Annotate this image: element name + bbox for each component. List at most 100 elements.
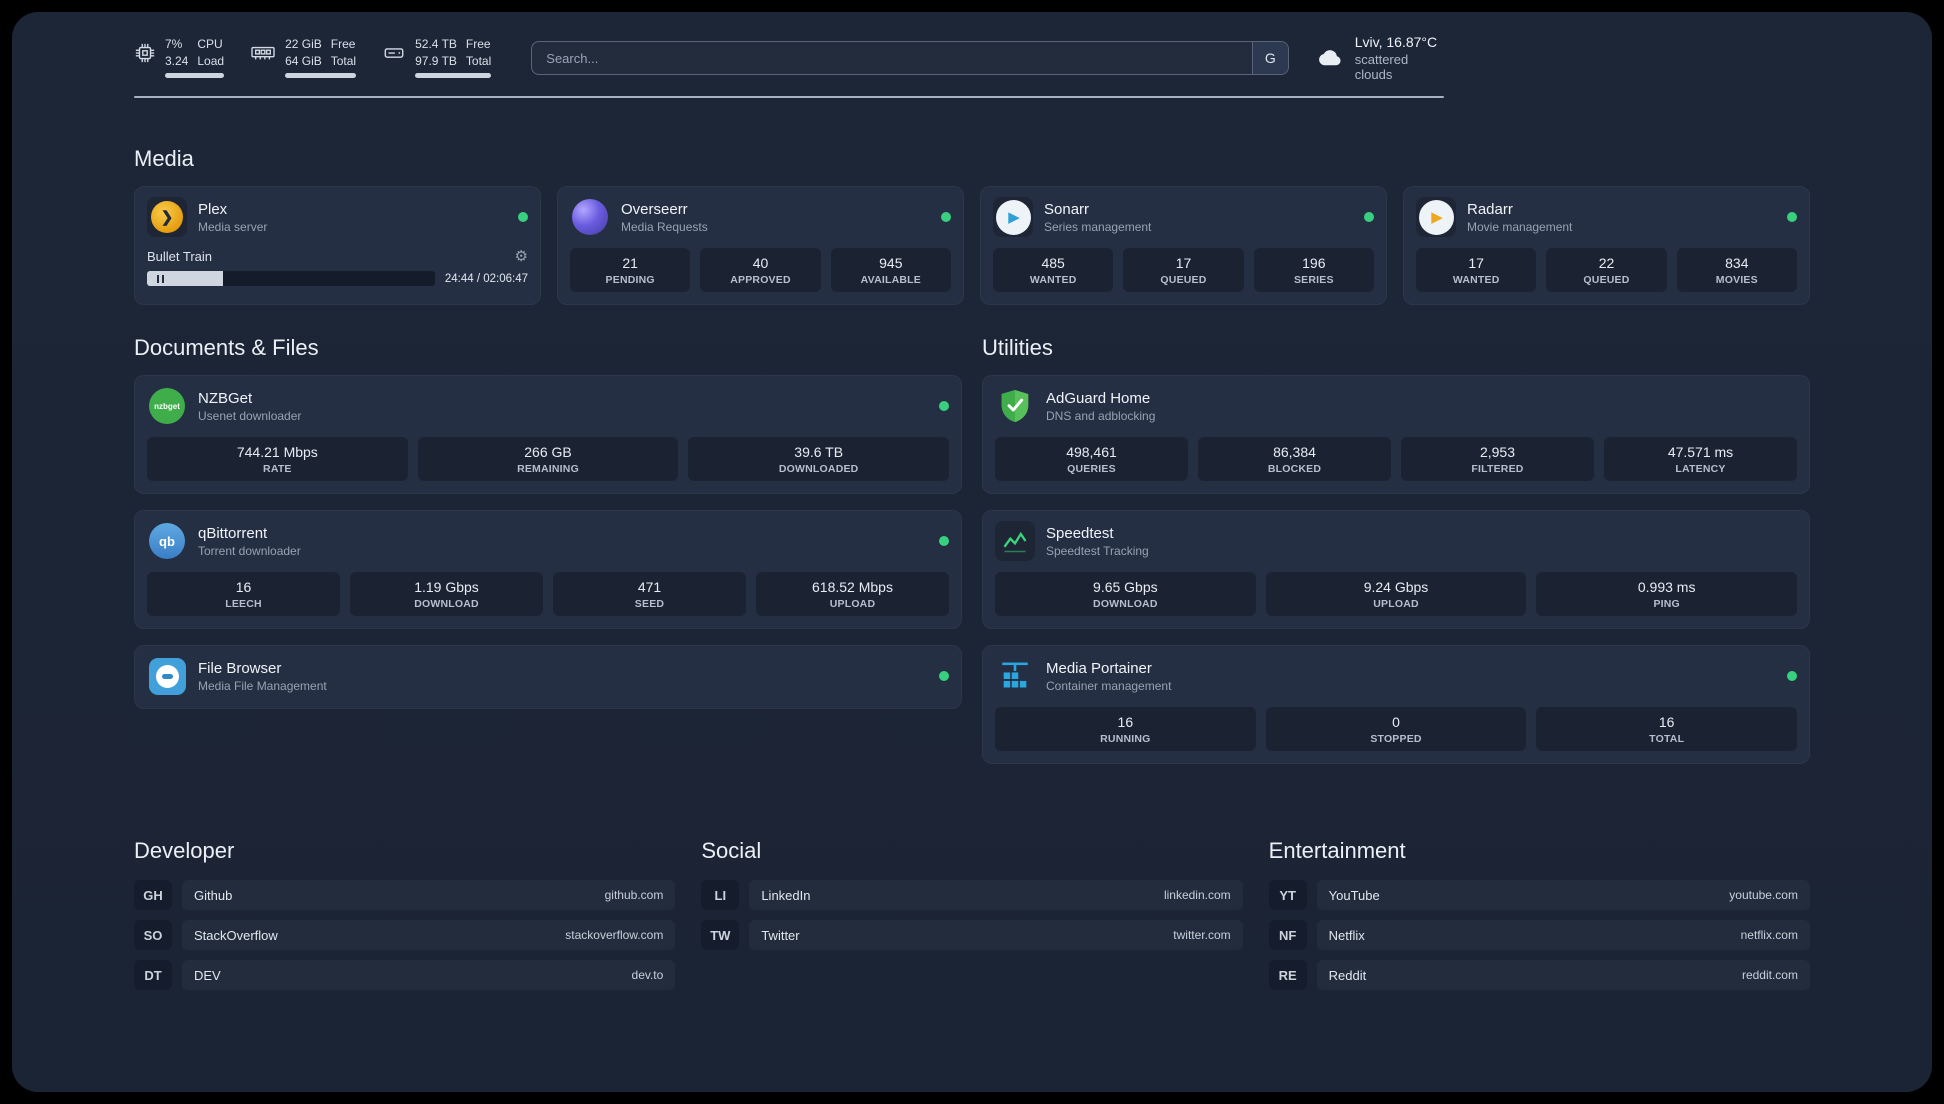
stat-value: 471	[637, 579, 662, 595]
stat-tile: 9.65 Gbps DOWNLOAD	[995, 572, 1256, 616]
nzbget-icon: nzbget	[147, 386, 187, 426]
service-card-overseerr[interactable]: Overseerr Media Requests 21 PENDING 40 A…	[557, 186, 964, 305]
stat-label: BLOCKED	[1267, 463, 1322, 475]
stat-tile: 0.993 ms PING	[1536, 572, 1798, 616]
stat-value: 485	[1041, 255, 1065, 271]
bookmark-group-social: Social LI LinkedIn linkedin.com TW Twitt…	[701, 838, 1243, 1000]
cpu-icon	[135, 43, 155, 62]
playback-progress-fill	[173, 271, 223, 286]
service-card-adguard[interactable]: AdGuard Home DNS and adblocking 498,461 …	[982, 375, 1810, 494]
bookmark-youtube[interactable]: YT YouTube youtube.com	[1268, 880, 1810, 910]
search-box: G	[531, 41, 1289, 75]
bookmark-github[interactable]: GH Github github.com	[134, 880, 676, 910]
bookmark-dev[interactable]: DT DEV dev.to	[134, 960, 676, 990]
stat-label: UPLOAD	[829, 598, 876, 610]
stat-value: 16	[1658, 714, 1675, 730]
google-search-label: G	[1264, 50, 1276, 66]
ram-widget: 22 GiB 64 GiB Free Total	[250, 36, 357, 79]
header-divider	[134, 96, 1444, 98]
dashboard-app: 7% 3.24 CPU Load	[12, 12, 1932, 1092]
stat-label: QUEUED	[1583, 274, 1630, 286]
middle-columns: Documents & Files nzbget NZBGet Usenet d…	[134, 335, 1810, 780]
bookmark-domain: netflix.com	[1740, 928, 1798, 942]
stat-label: APPROVED	[730, 274, 791, 286]
search-input[interactable]	[531, 41, 1289, 75]
ram-free-label: Free	[330, 36, 356, 51]
service-desc: Media File Management	[198, 678, 327, 693]
stat-tile: 16 RUNNING	[995, 707, 1256, 751]
bookmark-linkedin[interactable]: LI LinkedIn linkedin.com	[701, 880, 1243, 910]
bookmark-abbr: RE	[1268, 960, 1307, 990]
stat-tile: 0 STOPPED	[1265, 707, 1527, 751]
playback-progress-bar[interactable]	[173, 271, 435, 286]
stat-label: PING	[1653, 598, 1680, 610]
bookmark-domain: twitter.com	[1173, 928, 1231, 942]
section-title-media: Media	[134, 146, 194, 171]
service-card-plex[interactable]: ❯ Plex Media server Bullet Train ⚙ 24:44…	[134, 186, 541, 305]
bookmark-domain: github.com	[604, 888, 664, 902]
stat-tile: 17 WANTED	[1416, 248, 1537, 292]
service-name: Sonarr	[1044, 200, 1090, 218]
bookmark-stackoverflow[interactable]: SO StackOverflow stackoverflow.com	[134, 920, 676, 950]
stat-label: RATE	[263, 463, 292, 475]
bookmark-domain: linkedin.com	[1163, 888, 1231, 902]
stat-tile: 498,461 QUERIES	[995, 437, 1188, 481]
weather-condition: scattered clouds	[1354, 52, 1409, 82]
stat-tile: 9.24 Gbps UPLOAD	[1265, 572, 1527, 616]
stat-value: 39.6 TB	[794, 444, 844, 460]
service-card-sonarr[interactable]: ▶ Sonarr Series management 485 WANTED 17…	[980, 186, 1387, 305]
google-search-button[interactable]: G	[1251, 42, 1288, 74]
stat-label: DOWNLOADED	[778, 463, 859, 475]
service-card-qbittorrent[interactable]: qb qBittorrent Torrent downloader 16 LEE…	[134, 510, 962, 629]
stat-label: AVAILABLE	[860, 274, 921, 286]
bookmark-domain: stackoverflow.com	[565, 928, 664, 942]
stat-value: 86,384	[1273, 444, 1316, 460]
bookmark-netflix[interactable]: NF Netflix netflix.com	[1268, 920, 1810, 950]
pause-button[interactable]	[147, 271, 173, 286]
service-name: AdGuard Home	[1046, 389, 1151, 407]
service-card-portainer[interactable]: Media Portainer Container management 16 …	[982, 645, 1810, 764]
disk-usage-bar	[415, 73, 492, 79]
stat-value: 22	[1598, 255, 1615, 271]
stat-label: UPLOAD	[1373, 598, 1419, 610]
service-desc: Speedtest Tracking	[1046, 543, 1149, 558]
service-card-speedtest[interactable]: Speedtest Speedtest Tracking 9.65 Gbps D…	[982, 510, 1810, 629]
portainer-icon	[995, 656, 1035, 696]
bookmark-abbr: LI	[701, 880, 740, 910]
stat-value: 47.571 ms	[1667, 444, 1734, 460]
service-card-radarr[interactable]: ▶ Radarr Movie management 17 WANTED 22 Q…	[1403, 186, 1810, 305]
stat-value: 834	[1725, 255, 1749, 271]
service-card-filebrowser[interactable]: File Browser Media File Management	[134, 645, 962, 709]
bookmark-abbr: SO	[134, 920, 172, 950]
stat-value: 196	[1302, 255, 1326, 271]
playback-time: 24:44 / 02:06:47	[444, 272, 528, 285]
status-dot	[518, 212, 528, 222]
stat-value: 498,461	[1066, 444, 1117, 460]
bookmark-domain: dev.to	[631, 968, 664, 982]
status-dot	[1364, 212, 1374, 222]
utilities-column: Utilities AdGuard Home DNS and adblockin…	[982, 335, 1810, 780]
stat-value: 17	[1175, 255, 1192, 271]
stat-tile: 1.19 Gbps DOWNLOAD	[350, 572, 543, 616]
stat-tile: 17 QUEUED	[1123, 248, 1244, 292]
weather-location: Lviv, 16.87°C	[1354, 34, 1438, 50]
stat-value: 0.993 ms	[1637, 579, 1696, 595]
weather-widget[interactable]: Lviv, 16.87°C scattered clouds	[1311, 34, 1444, 82]
bookmark-group-title: Social	[701, 838, 762, 863]
service-name: Speedtest	[1046, 524, 1114, 542]
documents-column: Documents & Files nzbget NZBGet Usenet d…	[134, 335, 962, 780]
bookmark-name: Github	[194, 887, 233, 903]
service-desc: Media server	[198, 219, 268, 234]
cpu-widget: 7% 3.24 CPU Load	[134, 37, 225, 79]
bookmark-twitter[interactable]: TW Twitter twitter.com	[701, 920, 1243, 950]
status-dot	[1787, 212, 1797, 222]
bookmark-abbr: YT	[1268, 880, 1307, 910]
gear-icon[interactable]: ⚙	[514, 248, 528, 265]
bookmark-group-developer: Developer GH Github github.com SO StackO…	[134, 838, 676, 1000]
bookmark-reddit[interactable]: RE Reddit reddit.com	[1268, 960, 1810, 990]
service-card-nzbget[interactable]: nzbget NZBGet Usenet downloader 744.21 M…	[134, 375, 962, 494]
service-desc: DNS and adblocking	[1046, 408, 1156, 423]
bookmarks-section: Developer GH Github github.com SO StackO…	[134, 838, 1810, 1000]
disk-free-label: Free	[465, 36, 491, 51]
